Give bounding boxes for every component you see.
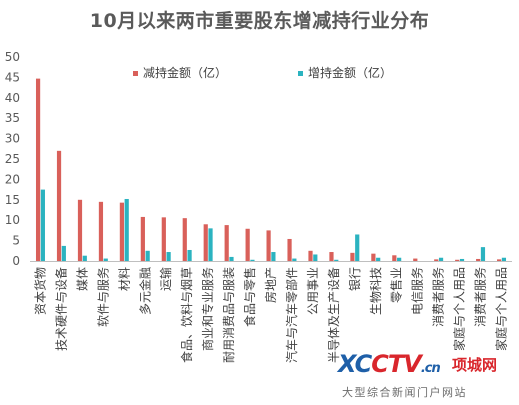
- legend-swatch: [133, 71, 138, 76]
- bar-reduction: [35, 78, 41, 262]
- bar-reduction: [56, 150, 62, 261]
- bar-increase: [145, 250, 150, 261]
- bar-increase: [271, 252, 276, 261]
- bar-increase: [438, 257, 444, 261]
- bar-reduction: [371, 253, 376, 261]
- x-tick-label: 媒体: [75, 267, 89, 291]
- x-tick-label: 资本货物: [32, 267, 47, 315]
- x-tick-label: 家庭与个人用品: [494, 267, 509, 351]
- y-tick-label: 30: [5, 132, 20, 146]
- y-tick-label: 45: [5, 70, 20, 84]
- bar-reduction: [413, 258, 418, 261]
- x-tick-label: 消费者服务: [473, 267, 488, 327]
- bar-reduction: [308, 250, 313, 261]
- y-axis: 0 5 10 15 20 25 30 35 40 45 50: [5, 50, 512, 268]
- y-tick-label: 40: [5, 91, 20, 105]
- y-tick-label: 20: [5, 172, 20, 186]
- legend-swatch: [298, 71, 303, 76]
- bar-increase: [334, 259, 339, 261]
- bar-reduction: [182, 218, 187, 261]
- bar-reduction: [287, 238, 292, 261]
- bar-increase: [229, 256, 234, 261]
- x-tick-label: 材料: [117, 267, 131, 291]
- bar-increase: [208, 228, 213, 261]
- bar-reduction: [350, 252, 355, 261]
- x-tick-label: 技术硬件与设备: [54, 267, 68, 351]
- y-tick-label: 50: [5, 50, 20, 64]
- y-tick-label: 15: [5, 193, 20, 207]
- bars: [35, 78, 507, 262]
- bar-reduction: [455, 259, 460, 261]
- bar-increase: [292, 258, 297, 261]
- bar-reduction: [245, 228, 250, 261]
- bar-reduction: [266, 230, 271, 261]
- bar-increase: [124, 198, 129, 261]
- bar-reduction: [329, 252, 334, 261]
- bar-increase: [82, 255, 87, 261]
- bar-increase: [40, 189, 45, 261]
- x-tick-label: 银行: [348, 267, 362, 291]
- watermark-logo: XCCTV.cn 项城网 大型综合新闻门户网站: [338, 350, 498, 399]
- bar-increase: [459, 258, 465, 261]
- x-tick-label: 半导体及生产设备: [327, 267, 341, 363]
- legend-label: 减持金额（亿）: [143, 65, 227, 80]
- y-tick-label: 5: [12, 234, 20, 248]
- bar-reduction: [497, 259, 502, 261]
- y-tick-label: 35: [5, 111, 20, 125]
- x-axis-labels: 资本货物 技术硬件与设备 媒体 软件与服务 材料 多元金融 运输 食品、饮料与烟草 商业和专业服…: [32, 267, 508, 363]
- bar-increase: [501, 257, 507, 261]
- bar-increase: [103, 258, 108, 261]
- bar-reduction: [203, 224, 208, 261]
- bar-reduction: [77, 199, 83, 261]
- x-tick-label: 生物科技: [369, 267, 383, 315]
- legend-label: 增持金额（亿）: [308, 65, 392, 80]
- bar-reduction: [119, 202, 125, 261]
- bar-increase: [355, 234, 360, 261]
- x-tick-label: 汽车与汽车零部件: [284, 267, 299, 363]
- watermark-site-name: 项城网: [452, 356, 498, 374]
- watermark-tagline: 大型综合新闻门户网站: [342, 386, 467, 399]
- y-tick-label: 0: [12, 254, 20, 268]
- x-tick-label: 消费者服务: [431, 267, 446, 327]
- x-tick-label: 商业和专业服务: [200, 267, 215, 351]
- x-tick-label: 零售业: [389, 267, 404, 303]
- bar-increase: [250, 259, 255, 261]
- bar-increase: [61, 245, 66, 261]
- x-tick-label: 家庭与个人用品: [452, 267, 467, 351]
- bar-increase: [313, 254, 318, 261]
- x-tick-label: 软件与服务: [95, 267, 110, 327]
- bar-reduction: [98, 201, 104, 261]
- bar-increase: [187, 249, 192, 261]
- x-tick-label: 电信服务: [410, 267, 425, 315]
- x-tick-label: 多元金融: [137, 267, 152, 315]
- x-tick-label: 公用事业: [306, 267, 320, 315]
- bar-increase: [376, 257, 381, 261]
- x-tick-label: 房地产: [263, 267, 278, 303]
- legend: 减持金额（亿） 增持金额（亿）: [133, 65, 392, 80]
- bar-reduction: [476, 258, 481, 261]
- x-tick-label: 运输: [158, 267, 173, 291]
- y-tick-label: 25: [5, 152, 20, 166]
- bar-reduction: [161, 217, 166, 261]
- bar-increase: [397, 257, 402, 261]
- bar-increase: [166, 252, 171, 261]
- bar-increase: [480, 247, 486, 261]
- bar-reduction: [434, 259, 439, 261]
- x-tick-label: 食品与零售: [242, 267, 257, 327]
- chart-title: 10月以来两市重要股东增减持行业分布: [89, 10, 430, 32]
- bar-reduction: [140, 216, 145, 261]
- bar-reduction: [392, 255, 397, 261]
- x-tick-label: 耐用消费品与服装: [222, 267, 236, 363]
- bar-reduction: [224, 225, 229, 261]
- y-tick-label: 10: [5, 213, 20, 227]
- x-tick-label: 食品、饮料与烟草: [179, 267, 194, 363]
